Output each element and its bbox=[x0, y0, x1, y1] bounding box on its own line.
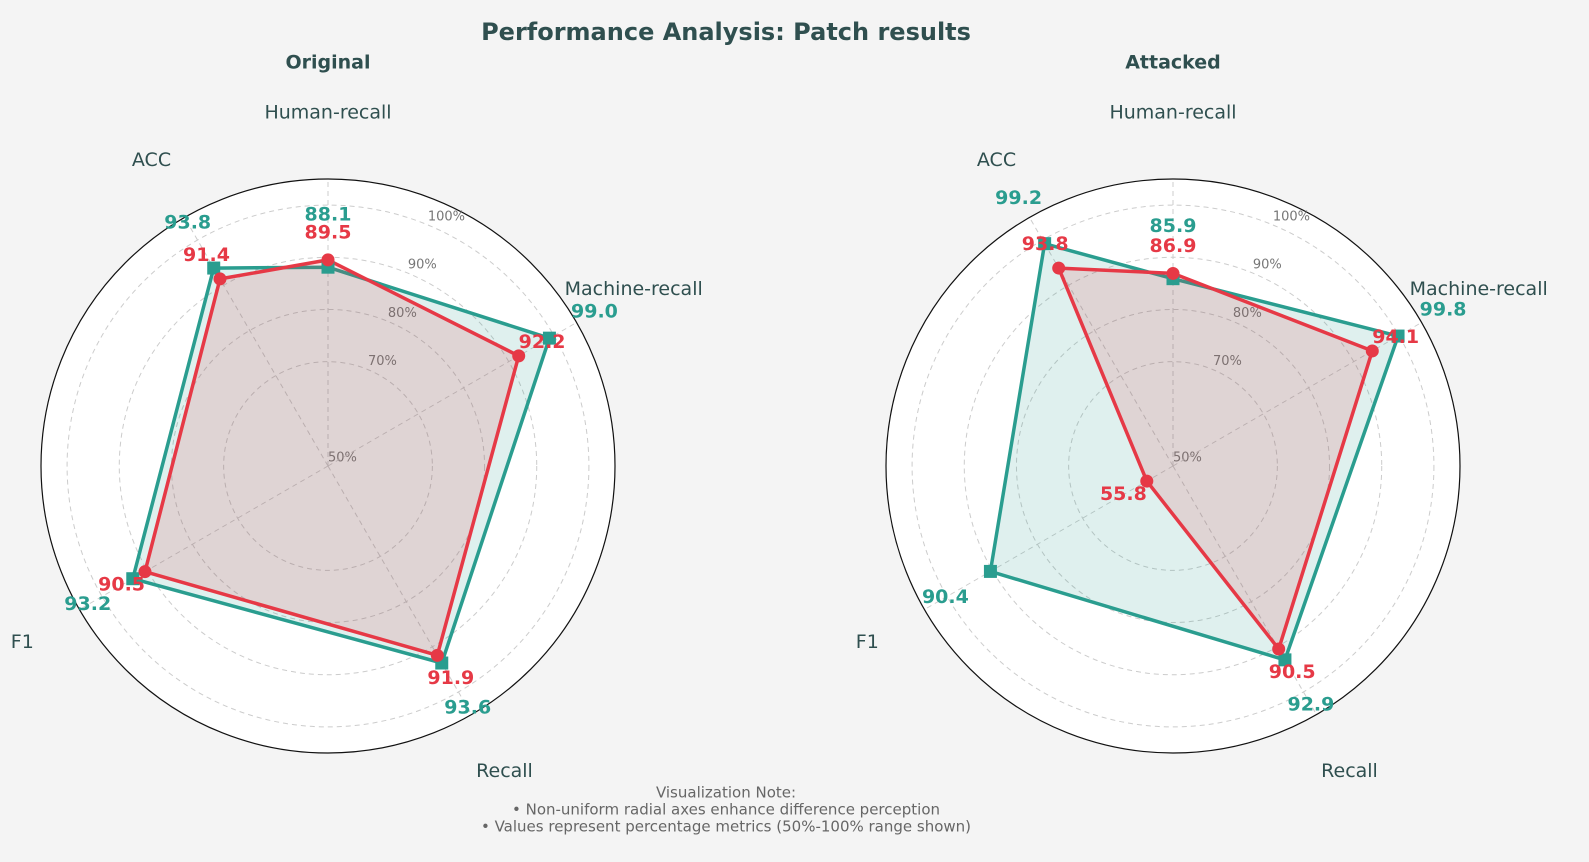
value-label: 89.5 bbox=[305, 221, 352, 243]
r-tick-label: 80% bbox=[388, 306, 417, 321]
spoke bbox=[1172, 465, 1317, 715]
data-point bbox=[138, 565, 152, 579]
value-label: 91.4 bbox=[183, 244, 230, 266]
data-point bbox=[512, 349, 526, 363]
value-label: 86.9 bbox=[1150, 235, 1197, 257]
data-point bbox=[1038, 237, 1052, 251]
grid-ring bbox=[1068, 361, 1278, 571]
r-tick-label: 70% bbox=[368, 354, 397, 369]
data-point bbox=[1140, 474, 1154, 488]
value-label: 91.9 bbox=[427, 667, 474, 689]
data-point bbox=[1365, 344, 1379, 358]
value-label: 93.6 bbox=[444, 697, 491, 719]
data-point bbox=[430, 648, 444, 662]
data-point bbox=[321, 253, 335, 267]
value-label: 99.8 bbox=[1420, 299, 1467, 321]
series-area bbox=[1056, 266, 1375, 651]
category-label: Machine-recall bbox=[565, 278, 703, 300]
r-tick-label: 90% bbox=[1253, 258, 1282, 273]
value-label: 55.8 bbox=[1100, 483, 1147, 505]
note-line: Visualization Note: bbox=[656, 784, 796, 802]
r-tick-label: 100% bbox=[1273, 209, 1310, 224]
category-label: ACC bbox=[132, 149, 171, 171]
grid-ring bbox=[1015, 308, 1331, 624]
value-label: 93.2 bbox=[64, 593, 111, 615]
value-label: 85.9 bbox=[1150, 215, 1197, 237]
spoke bbox=[327, 322, 577, 467]
value-label: 99.0 bbox=[571, 301, 618, 323]
data-point bbox=[542, 331, 556, 345]
grid-ring bbox=[911, 204, 1435, 728]
r-tick-label: 80% bbox=[1233, 306, 1262, 321]
data-point bbox=[1391, 329, 1405, 343]
subplot-title: Attacked bbox=[1125, 52, 1221, 74]
category-label: Recall bbox=[1321, 760, 1378, 782]
grid-ring bbox=[66, 204, 590, 728]
value-label: 90.5 bbox=[98, 574, 145, 596]
value-label: 90.4 bbox=[922, 586, 969, 608]
data-point bbox=[1272, 642, 1286, 656]
value-label: 94.1 bbox=[1372, 326, 1419, 348]
spoke bbox=[1172, 322, 1422, 467]
value-label: 92.9 bbox=[1287, 693, 1334, 715]
category-label: Machine-recall bbox=[1410, 278, 1548, 300]
spoke bbox=[79, 465, 329, 610]
data-point bbox=[1052, 261, 1066, 275]
value-label: 93.8 bbox=[164, 212, 211, 234]
category-label: Recall bbox=[476, 760, 533, 782]
value-label: 90.5 bbox=[1269, 661, 1316, 683]
value-label: 92.2 bbox=[519, 331, 566, 353]
note-line: • Values represent percentage metrics (5… bbox=[481, 818, 971, 836]
r-tick-label: 50% bbox=[1173, 451, 1202, 466]
spoke bbox=[1029, 217, 1174, 467]
data-point bbox=[207, 261, 221, 275]
value-label: 88.1 bbox=[305, 204, 352, 226]
r-tick-label: 70% bbox=[1213, 354, 1242, 369]
value-label: 99.2 bbox=[995, 187, 1042, 209]
data-point bbox=[126, 572, 140, 586]
category-label: Human-recall bbox=[1109, 102, 1236, 124]
category-label: F1 bbox=[11, 631, 34, 653]
subplot-title: Original bbox=[285, 52, 370, 74]
spoke bbox=[184, 217, 329, 467]
spoke bbox=[327, 465, 472, 715]
spoke bbox=[924, 465, 1174, 610]
category-label: ACC bbox=[977, 149, 1016, 171]
series-area bbox=[143, 258, 521, 658]
note-line: • Non-uniform radial axes enhance differ… bbox=[512, 801, 940, 819]
r-tick-label: 100% bbox=[428, 209, 465, 224]
data-point bbox=[1166, 266, 1180, 280]
r-tick-label: 50% bbox=[328, 451, 357, 466]
data-point bbox=[1278, 653, 1292, 667]
value-label: 93.8 bbox=[1022, 233, 1069, 255]
data-point bbox=[213, 272, 227, 286]
r-tick-label: 90% bbox=[408, 258, 437, 273]
category-label: F1 bbox=[856, 631, 879, 653]
category-label: Human-recall bbox=[264, 102, 391, 124]
grid-ring bbox=[223, 361, 433, 571]
series-area bbox=[131, 265, 552, 665]
figure-title: Performance Analysis: Patch results bbox=[481, 18, 971, 46]
data-point bbox=[983, 564, 997, 578]
